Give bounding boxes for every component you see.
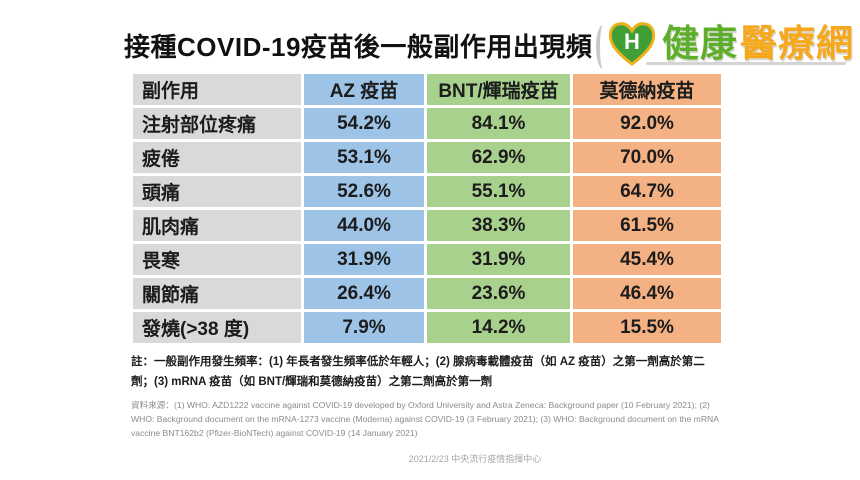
side-effect-label: 關節痛 xyxy=(133,278,301,309)
value-bnt: 55.1% xyxy=(427,176,570,207)
page-title: 接種COVID-19疫苗後一般副作用出現頻 xyxy=(124,32,593,62)
value-moderna: 61.5% xyxy=(573,210,721,241)
side-effect-label: 畏寒 xyxy=(133,244,301,275)
column-header-bnt: BNT/輝瑞疫苗 xyxy=(427,74,570,105)
table-header-row: 副作用 AZ 疫苗 BNT/輝瑞疫苗 莫德納疫苗 xyxy=(133,74,721,105)
brand-text-orange: 醫療網 xyxy=(740,22,854,64)
side-effect-label: 頭痛 xyxy=(133,176,301,207)
table-row: 關節痛 26.4% 23.6% 46.4% xyxy=(133,278,721,309)
column-header-side-effect: 副作用 xyxy=(133,74,301,105)
value-moderna: 45.4% xyxy=(573,244,721,275)
value-az: 31.9% xyxy=(304,244,424,275)
logo-paren-decoration xyxy=(596,25,610,69)
side-effect-label: 發燒(>38 度) xyxy=(133,312,301,343)
side-effect-label: 疲倦 xyxy=(133,142,301,173)
heart-letter: H xyxy=(624,29,640,54)
column-header-moderna: 莫德納疫苗 xyxy=(573,74,721,105)
table-row: 肌肉痛 44.0% 38.3% 61.5% xyxy=(133,210,721,241)
value-az: 7.9% xyxy=(304,312,424,343)
column-header-az: AZ 疫苗 xyxy=(304,74,424,105)
value-moderna: 70.0% xyxy=(573,142,721,173)
value-az: 52.6% xyxy=(304,176,424,207)
side-effect-label: 肌肉痛 xyxy=(133,210,301,241)
footer-credit: 2021/2/23 中央流行疫情指揮中心 xyxy=(408,454,542,464)
value-az: 44.0% xyxy=(304,210,424,241)
value-bnt: 23.6% xyxy=(427,278,570,309)
table-row: 發燒(>38 度) 7.9% 14.2% 15.5% xyxy=(133,312,721,343)
value-moderna: 92.0% xyxy=(573,108,721,139)
value-moderna: 15.5% xyxy=(573,312,721,343)
value-bnt: 14.2% xyxy=(427,312,570,343)
value-moderna: 46.4% xyxy=(573,278,721,309)
side-effects-table: 副作用 AZ 疫苗 BNT/輝瑞疫苗 莫德納疫苗 注射部位疼痛 54.2% 84… xyxy=(130,71,724,346)
value-moderna: 64.7% xyxy=(573,176,721,207)
source-citation: 資料來源：(1) WHO: AZD1222 vaccine against CO… xyxy=(131,400,719,438)
value-az: 54.2% xyxy=(304,108,424,139)
table-row: 疲倦 53.1% 62.9% 70.0% xyxy=(133,142,721,173)
value-az: 53.1% xyxy=(304,142,424,173)
value-bnt: 38.3% xyxy=(427,210,570,241)
heart-h-icon: H xyxy=(604,16,660,70)
table-row: 注射部位疼痛 54.2% 84.1% 92.0% xyxy=(133,108,721,139)
value-bnt: 84.1% xyxy=(427,108,570,139)
table-row: 頭痛 52.6% 55.1% 64.7% xyxy=(133,176,721,207)
value-bnt: 31.9% xyxy=(427,244,570,275)
healthnews-logo: H 健康 醫療網 xyxy=(596,16,854,70)
brand-text-green: 健康 xyxy=(662,22,738,64)
side-effect-label: 注射部位疼痛 xyxy=(133,108,301,139)
value-bnt: 62.9% xyxy=(427,142,570,173)
note-text: 註：一般副作用發生頻率：(1) 年長者發生頻率低於年輕人；(2) 腺病毒載體疫苗… xyxy=(131,356,705,389)
value-az: 26.4% xyxy=(304,278,424,309)
table-row: 畏寒 31.9% 31.9% 45.4% xyxy=(133,244,721,275)
logo-underline-decoration xyxy=(646,62,846,65)
